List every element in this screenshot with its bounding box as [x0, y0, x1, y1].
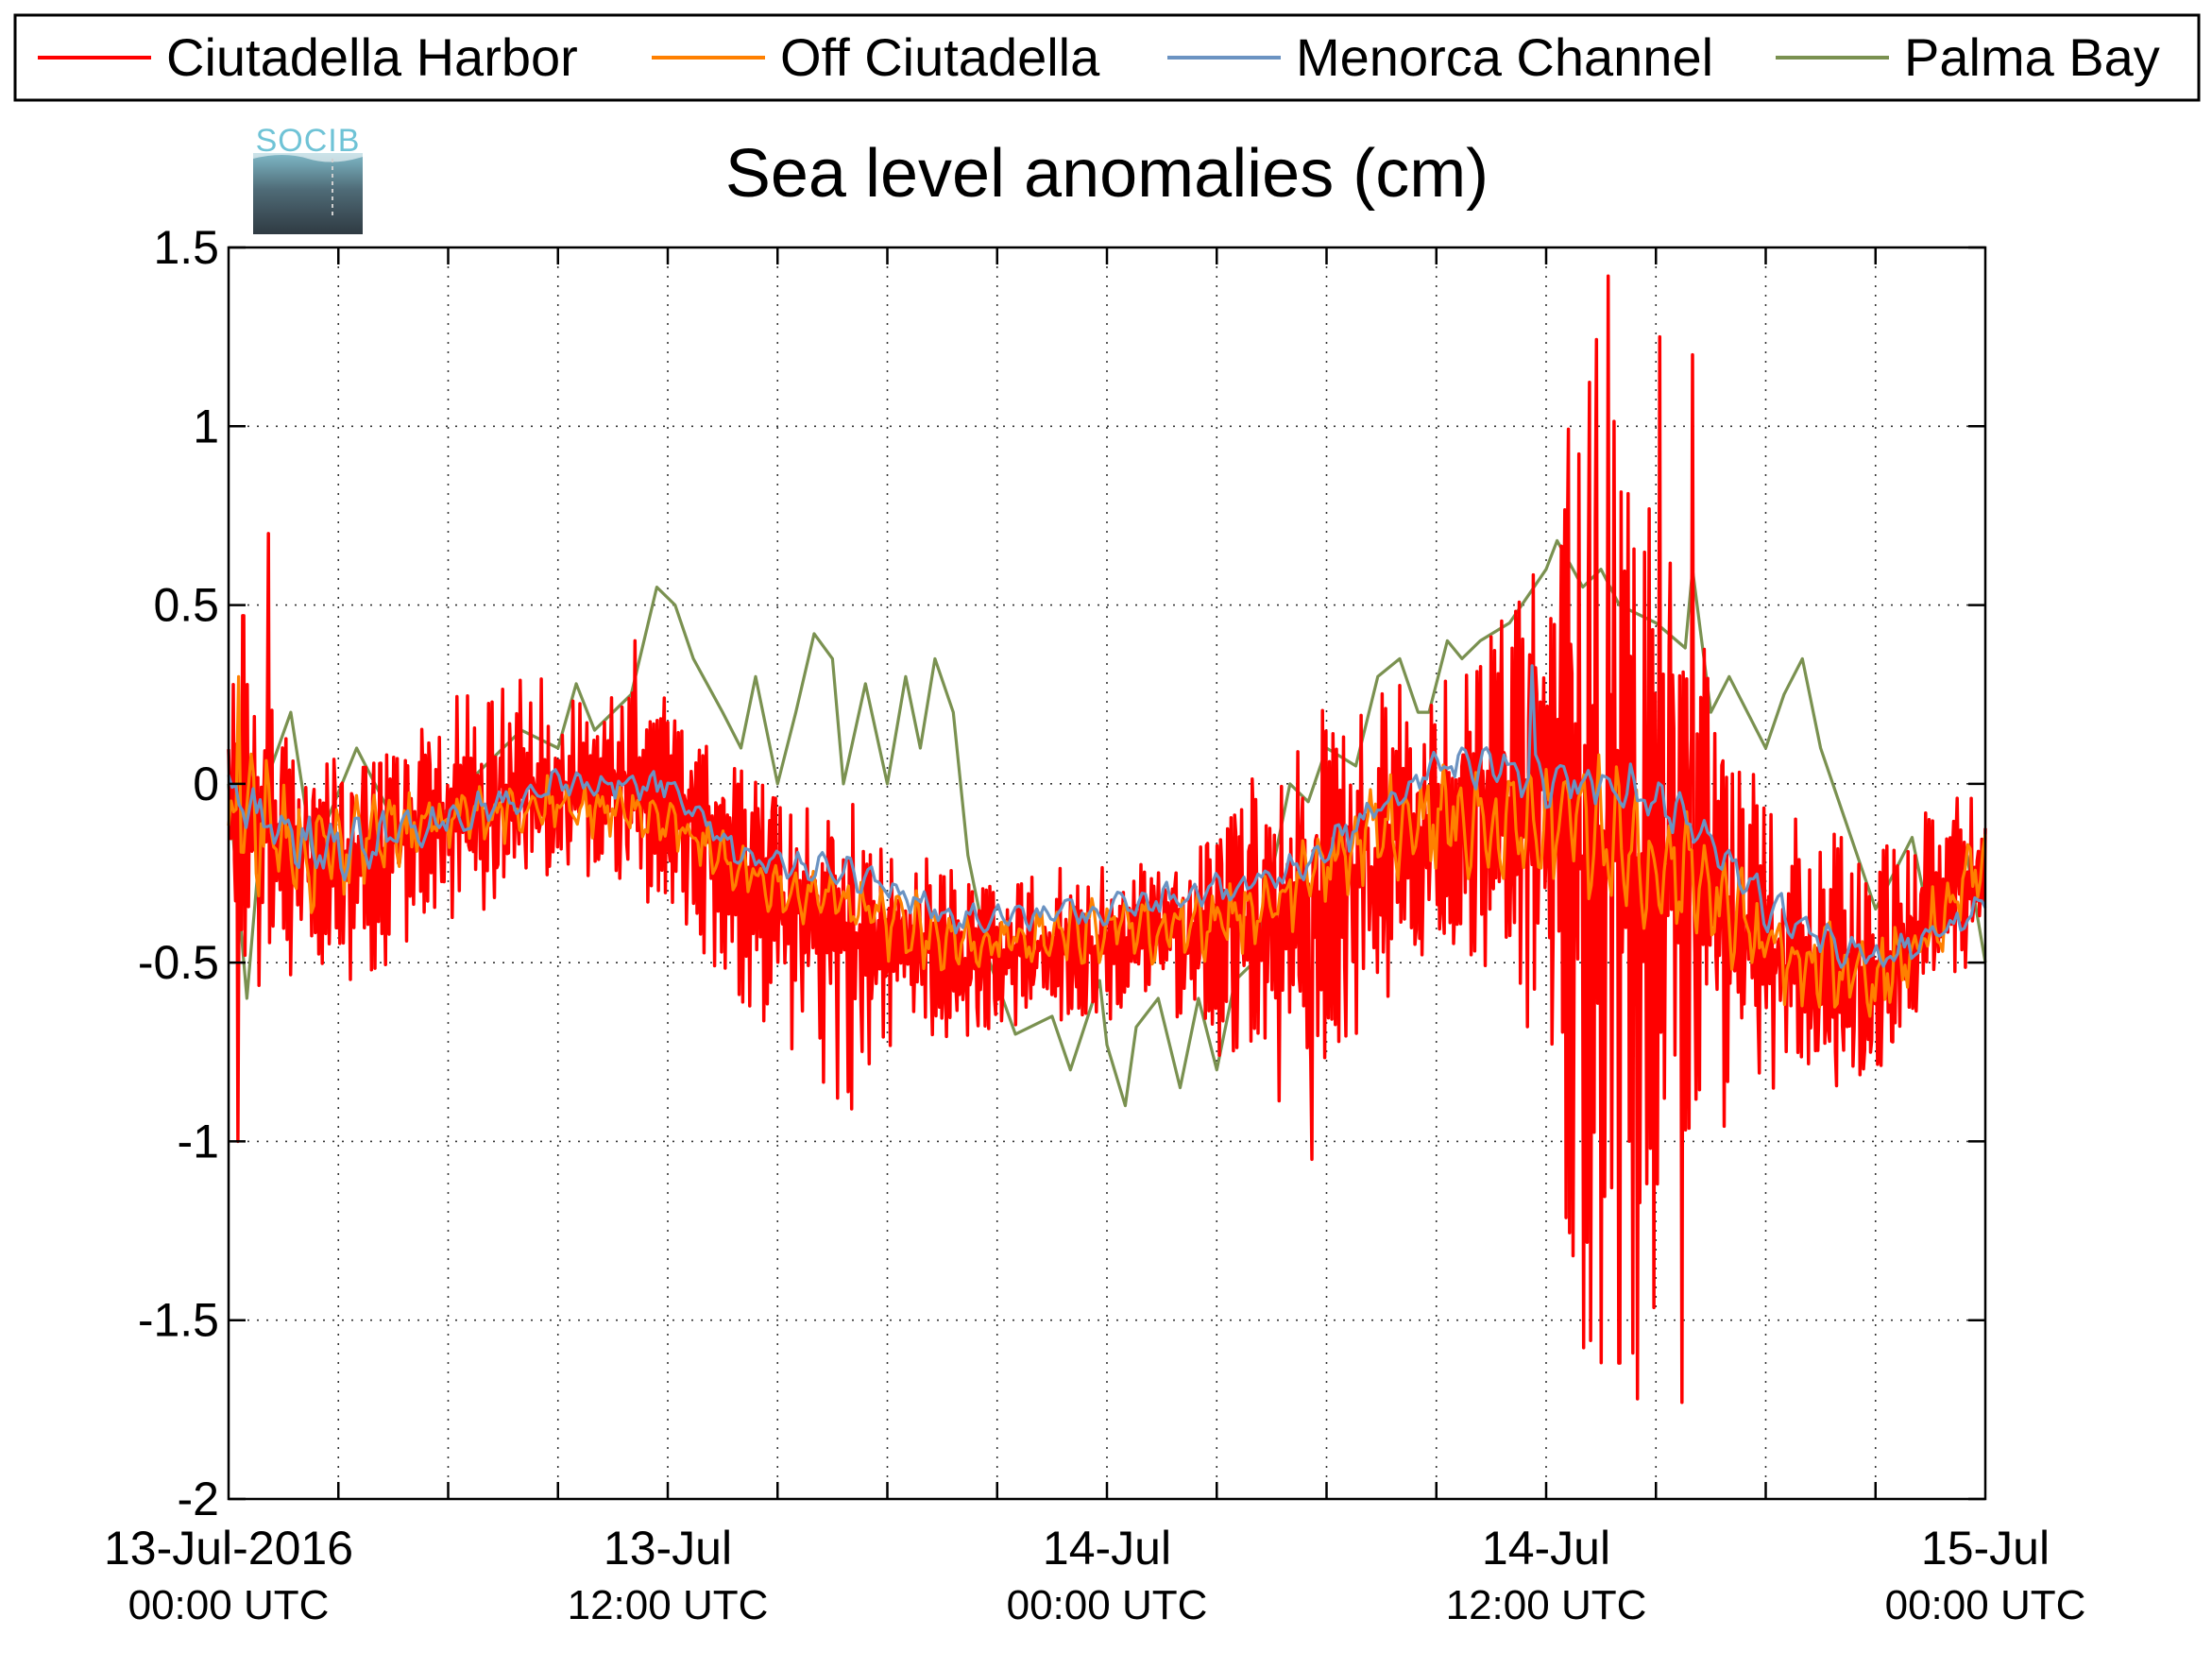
legend-label-2: Menorca Channel [1296, 27, 1713, 87]
y-tick-label: 1.5 [153, 221, 219, 274]
legend-label-1: Off Ciutadella [780, 27, 1100, 87]
legend-label-3: Palma Bay [1904, 27, 2160, 87]
x-tick-label-date: 13-Jul [604, 1522, 732, 1575]
y-tick-label: -0.5 [138, 936, 219, 989]
x-tick-labels: 13-Jul-2016 00:00 UTC 13-Jul 12:00 UTC 14-Ju… [104, 1522, 2085, 1628]
series-layer [227, 274, 1987, 1405]
x-tick-label-date: 15-Jul [1921, 1522, 2050, 1575]
series-line-menorca-channel [227, 664, 1987, 969]
y-tick-label: -2 [178, 1473, 219, 1525]
y-tick-label: 0.5 [153, 579, 219, 632]
socib-logo-text: SOCIB [256, 123, 361, 159]
x-tick-label-date: 14-Jul [1043, 1522, 1171, 1575]
chart-title: Sea level anomalies (cm) [725, 136, 1489, 212]
series-line-palma-bay [227, 538, 1987, 1108]
x-tick-label-time: 12:00 UTC [568, 1582, 769, 1628]
socib-logo: SOCIB [253, 123, 363, 234]
x-tick-label-date: 13-Jul-2016 [104, 1522, 353, 1575]
y-tick-label: 1 [193, 400, 219, 452]
legend-label-0: Ciutadella Harbor [166, 27, 578, 87]
y-tick-label: -1.5 [138, 1294, 219, 1347]
axes [227, 246, 1987, 1501]
y-tick-label: -1 [178, 1115, 219, 1167]
series-line-off-ciutadella [227, 674, 1987, 1018]
x-tick-label-time: 00:00 UTC [128, 1582, 330, 1628]
x-tick-label-time: 00:00 UTC [1885, 1582, 2086, 1628]
x-tick-label-time: 00:00 UTC [1007, 1582, 1208, 1628]
y-tick-labels: 1.5 1 0.5 0 -0.5 -1 -1.5 -2 [138, 221, 219, 1525]
series-line-ciutadella-harbor [227, 274, 1987, 1405]
x-tick-label-time: 12:00 UTC [1446, 1582, 1647, 1628]
x-tick-label-date: 14-Jul [1482, 1522, 1610, 1575]
y-tick-label: 0 [193, 758, 219, 810]
legend: Ciutadella Harbor Off Ciutadella Menorca C… [13, 13, 2201, 102]
